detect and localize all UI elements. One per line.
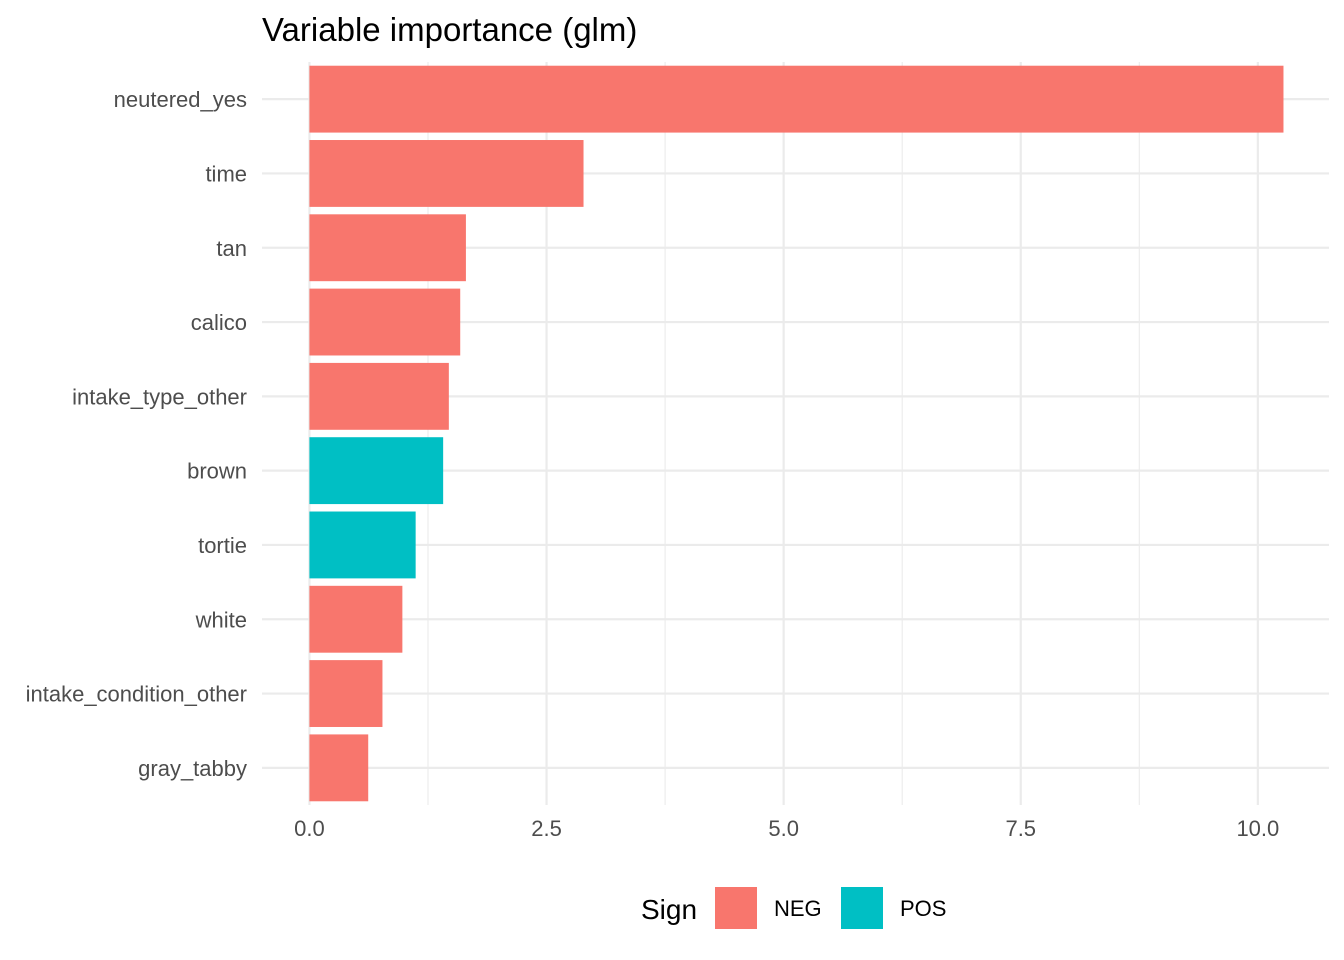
bar-white (309, 585, 403, 653)
y-tick-label: tan (216, 236, 247, 261)
legend-key-neg (715, 887, 757, 929)
y-tick-label: time (205, 161, 247, 186)
bar-brown (309, 437, 444, 505)
x-axis-tick-labels: 0.0 2.5 5.0 7.5 10.0 (294, 816, 1279, 841)
bar-intake-condition-other (309, 660, 383, 727)
y-tick-label: gray_tabby (138, 756, 247, 781)
legend: Sign NEG POS (641, 887, 946, 929)
y-tick-label: tortie (198, 533, 247, 558)
y-tick-label: calico (191, 310, 247, 335)
x-tick-label: 5.0 (768, 816, 799, 841)
y-tick-label: white (195, 607, 247, 632)
legend-title: Sign (641, 894, 697, 925)
y-tick-label: intake_condition_other (26, 682, 247, 707)
y-tick-label: brown (187, 459, 247, 484)
chart-title: Variable importance (glm) (262, 11, 637, 48)
legend-label-neg: NEG (774, 896, 822, 921)
x-tick-label: 0.0 (294, 816, 325, 841)
bars (309, 65, 1284, 802)
x-tick-label: 10.0 (1236, 816, 1279, 841)
bar-neutered-yes (309, 65, 1284, 133)
legend-label-pos: POS (900, 896, 946, 921)
bar-time (309, 140, 584, 207)
bar-calico (309, 288, 461, 356)
bar-intake-type-other (309, 362, 449, 430)
y-tick-label: intake_type_other (72, 384, 247, 409)
bar-gray-tabby (309, 734, 369, 802)
x-tick-label: 7.5 (1005, 816, 1036, 841)
y-tick-label: neutered_yes (114, 87, 247, 112)
legend-key-pos (841, 887, 883, 929)
bar-tortie (309, 511, 416, 579)
bar-tan (309, 214, 466, 282)
x-tick-label: 2.5 (531, 816, 562, 841)
